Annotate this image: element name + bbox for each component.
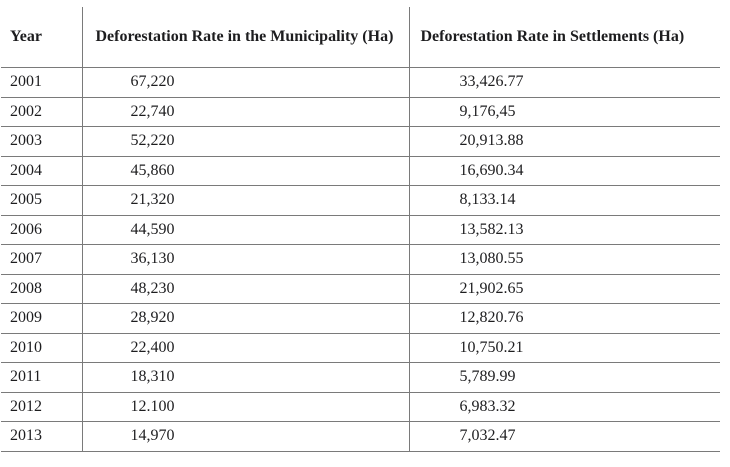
table-row: 2001 67,220 33,426.77 [1,67,720,98]
municipality-rate-cell: 22,740 [81,97,409,127]
settlements-rate-cell: 6,983.32 [408,392,720,422]
column-header-year: Year [1,7,82,68]
settlements-rate-cell: 9,176,45 [408,97,720,127]
table-header: Year Deforestation Rate in the Municipal… [1,7,720,68]
data-table: Year Deforestation Rate in the Municipal… [1,7,720,452]
municipality-rate-cell: 48,230 [81,274,409,304]
municipality-rate-cell: 14,970 [81,421,409,452]
municipality-rate-cell: 45,860 [81,156,409,186]
header-row: Year Deforestation Rate in the Municipal… [1,7,720,68]
municipality-rate-cell: 52,220 [81,126,409,157]
settlements-rate-cell: 10,750.21 [408,333,720,363]
column-header-municipality-rate: Deforestation Rate in the Municipality (… [81,7,409,68]
municipality-rate-cell: 36,130 [81,244,409,275]
table-row: 2008 48,230 21,902.65 [1,274,720,304]
year-cell: 2002 [1,97,82,127]
year-cell: 2005 [1,185,82,216]
municipality-rate-cell: 22,400 [81,333,409,363]
year-cell: 2013 [1,421,82,452]
table-row: 2012 12.100 6,983.32 [1,392,720,422]
table-row: 2009 28,920 12,820.76 [1,303,720,334]
settlements-rate-cell: 13,582.13 [408,215,720,245]
table-row: 2002 22,740 9,176,45 [1,97,720,127]
year-cell: 2009 [1,303,82,334]
settlements-rate-cell: 8,133.14 [408,185,720,216]
year-cell: 2012 [1,392,82,422]
table-row: 2005 21,320 8,133.14 [1,185,720,216]
municipality-rate-cell: 44,590 [81,215,409,245]
year-cell: 2001 [1,67,82,98]
table-body: 2001 67,220 33,426.77 2002 22,740 9,176,… [1,67,720,452]
table-row: 2010 22,400 10,750.21 [1,333,720,363]
settlements-rate-cell: 13,080.55 [408,244,720,275]
settlements-rate-cell: 16,690.34 [408,156,720,186]
year-cell: 2003 [1,126,82,157]
column-header-settlements-rate: Deforestation Rate in Settlements (Ha) [408,7,720,68]
year-cell: 2006 [1,215,82,245]
settlements-rate-cell: 21,902.65 [408,274,720,304]
year-cell: 2004 [1,156,82,186]
municipality-rate-cell: 21,320 [81,185,409,216]
settlements-rate-cell: 5,789.99 [408,362,720,393]
year-cell: 2010 [1,333,82,363]
settlements-rate-cell: 7,032.47 [408,421,720,452]
table-row: 2007 36,130 13,080.55 [1,244,720,275]
settlements-rate-cell: 33,426.77 [408,67,720,98]
table-row: 2003 52,220 20,913.88 [1,126,720,157]
year-cell: 2007 [1,244,82,275]
table-row: 2011 18,310 5,789.99 [1,362,720,393]
deforestation-table: Year Deforestation Rate in the Municipal… [1,7,720,452]
table-row: 2004 45,860 16,690.34 [1,156,720,186]
year-cell: 2008 [1,274,82,304]
municipality-rate-cell: 67,220 [81,67,409,98]
settlements-rate-cell: 20,913.88 [408,126,720,157]
year-cell: 2011 [1,362,82,393]
municipality-rate-cell: 18,310 [81,362,409,393]
table-row: 2013 14,970 7,032.47 [1,421,720,452]
municipality-rate-cell: 12.100 [81,392,409,422]
municipality-rate-cell: 28,920 [81,303,409,334]
settlements-rate-cell: 12,820.76 [408,303,720,334]
table-row: 2006 44,590 13,582.13 [1,215,720,245]
